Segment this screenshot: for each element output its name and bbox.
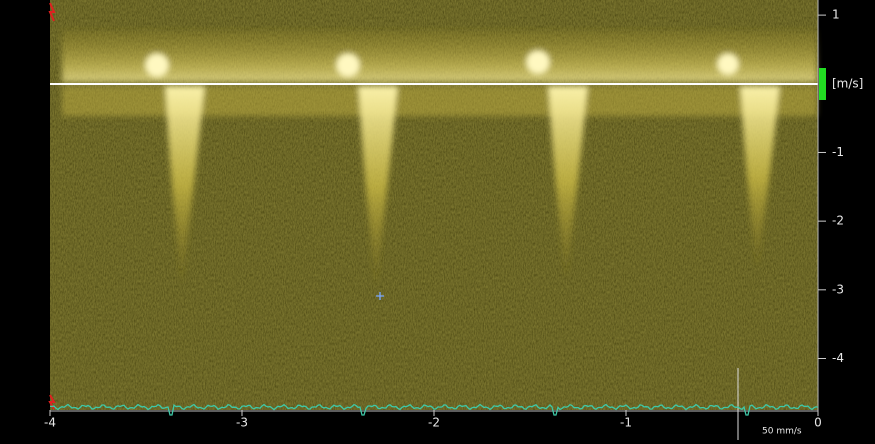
time-tick-label: -1 [620,416,632,430]
velocity-tick-label: -2 [832,214,844,228]
velocity-tick-label: -4 [832,351,844,365]
velocity-unit: [m/s] [832,77,863,91]
time-tick-label: 0 [814,416,822,430]
time-tick-label: -3 [236,416,248,430]
velocity-tick-label: -3 [832,282,844,296]
doppler-signal [62,30,817,288]
ecg-trace [50,403,819,416]
time-tick-label: -4 [44,416,56,430]
velocity-tick-label: -1 [832,145,844,159]
cursor [376,292,384,300]
sweep-speed: 50 mm/s [762,427,802,437]
time-tick-label: -2 [428,416,440,430]
velocity-tick-label: 1 [832,8,840,22]
baseline-marker [819,68,826,100]
trigger-icon [48,2,56,22]
trigger-icon [48,394,56,410]
